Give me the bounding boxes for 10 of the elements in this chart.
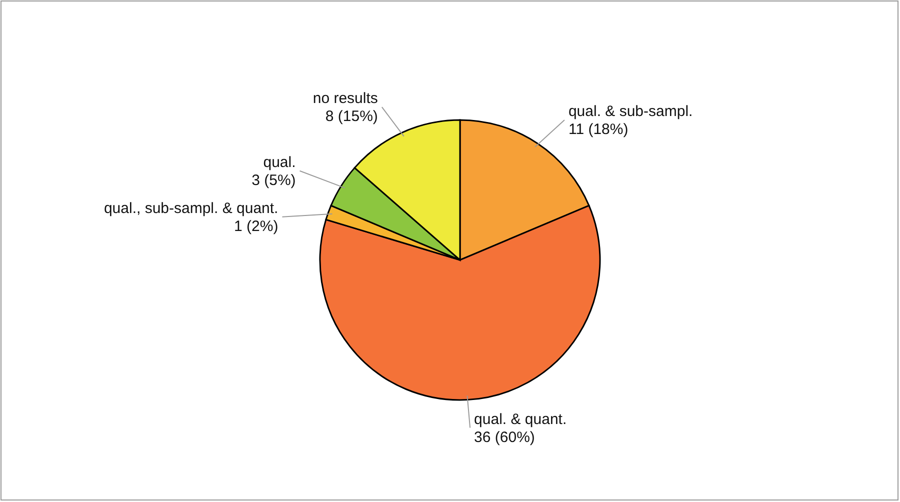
- data-label: 11 (18%): [568, 121, 628, 138]
- slice-label: no results: [312, 90, 378, 108]
- slice-label: qual., sub-sampl. & quant.: [104, 200, 278, 217]
- data-label: 36 (60%): [474, 428, 535, 446]
- slice-label: qual. & sub-sampl.: [568, 103, 693, 120]
- slice-label: qual.: [263, 154, 296, 171]
- data-label: 8 (15%): [325, 108, 378, 126]
- data-label: 3 (5%): [252, 172, 296, 189]
- slice-label: qual. & quant.: [474, 410, 567, 428]
- data-label: 1 (2%): [234, 218, 278, 235]
